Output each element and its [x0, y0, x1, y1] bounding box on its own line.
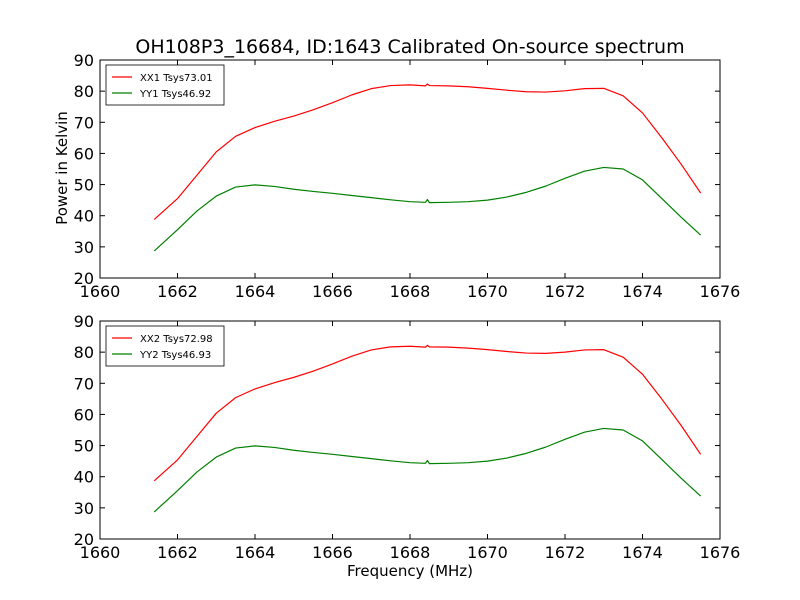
x-tick-label: 1668 [390, 282, 431, 301]
series-line-2 [153, 427, 702, 513]
x-tick-label: 1674 [622, 543, 663, 562]
series-line-1 [153, 83, 702, 220]
legend-box [105, 64, 225, 106]
x-tick-label: 1676 [700, 543, 741, 562]
series-line-2 [153, 166, 702, 252]
x-tick-label: 1676 [700, 282, 741, 301]
y-tick-label: 40 [74, 207, 94, 226]
y-tick-label: 50 [74, 176, 94, 195]
x-axis-label: Frequency (MHz) [347, 562, 473, 580]
y-tick-label: 30 [74, 499, 94, 518]
y-tick-label: 80 [74, 343, 94, 362]
chart-title: OH108P3_16684, ID:1643 Calibrated On-sou… [135, 36, 684, 58]
x-tick-label: 1664 [235, 282, 276, 301]
y-tick-label: 50 [74, 437, 94, 456]
x-tick-label: 1664 [235, 543, 276, 562]
x-tick-label: 1672 [545, 282, 586, 301]
x-tick-label: 1662 [157, 282, 198, 301]
y-tick-label: 70 [74, 374, 94, 393]
x-tick-label: 1674 [622, 282, 663, 301]
y-tick-label: 70 [74, 113, 94, 132]
top-panel: 1660 1662 1664 1666 1668 1670 1672 1674 1676 20 30… [74, 51, 741, 301]
series-line-1 [153, 344, 702, 482]
legend-label: XX1 Tsys73.01 [140, 73, 213, 84]
x-tick-label: 1666 [312, 543, 353, 562]
x-tick-label: 1666 [312, 282, 353, 301]
x-tick-label: 1670 [467, 282, 508, 301]
x-tick-label: 1660 [80, 543, 121, 562]
y-tick-label: 90 [74, 312, 94, 331]
x-tick-label: 1672 [545, 543, 586, 562]
bottom-panel: 1660 1662 1664 1666 1668 1670 1672 1674 1676 20 30… [74, 312, 741, 562]
y-tick-label: 90 [74, 51, 94, 70]
legend-label: YY1 Tsys46.92 [139, 89, 211, 100]
y-tick-label: 20 [74, 530, 94, 549]
y-tick-label: 20 [74, 269, 94, 288]
y-tick-label: 40 [74, 468, 94, 487]
y-axis-label: Power in Kelvin [53, 111, 71, 225]
x-tick-label: 1670 [467, 543, 508, 562]
y-tick-label: 60 [74, 405, 94, 424]
legend-label: XX2 Tsys72.98 [140, 334, 213, 345]
y-tick-label: 30 [74, 238, 94, 257]
legend-label: YY2 Tsys46.93 [139, 350, 211, 361]
y-tick-label: 60 [74, 144, 94, 163]
x-tick-label: 1660 [80, 282, 121, 301]
x-tick-label: 1662 [157, 543, 198, 562]
y-tick-label: 80 [74, 82, 94, 101]
x-tick-label: 1668 [390, 543, 431, 562]
legend-box [105, 325, 225, 367]
